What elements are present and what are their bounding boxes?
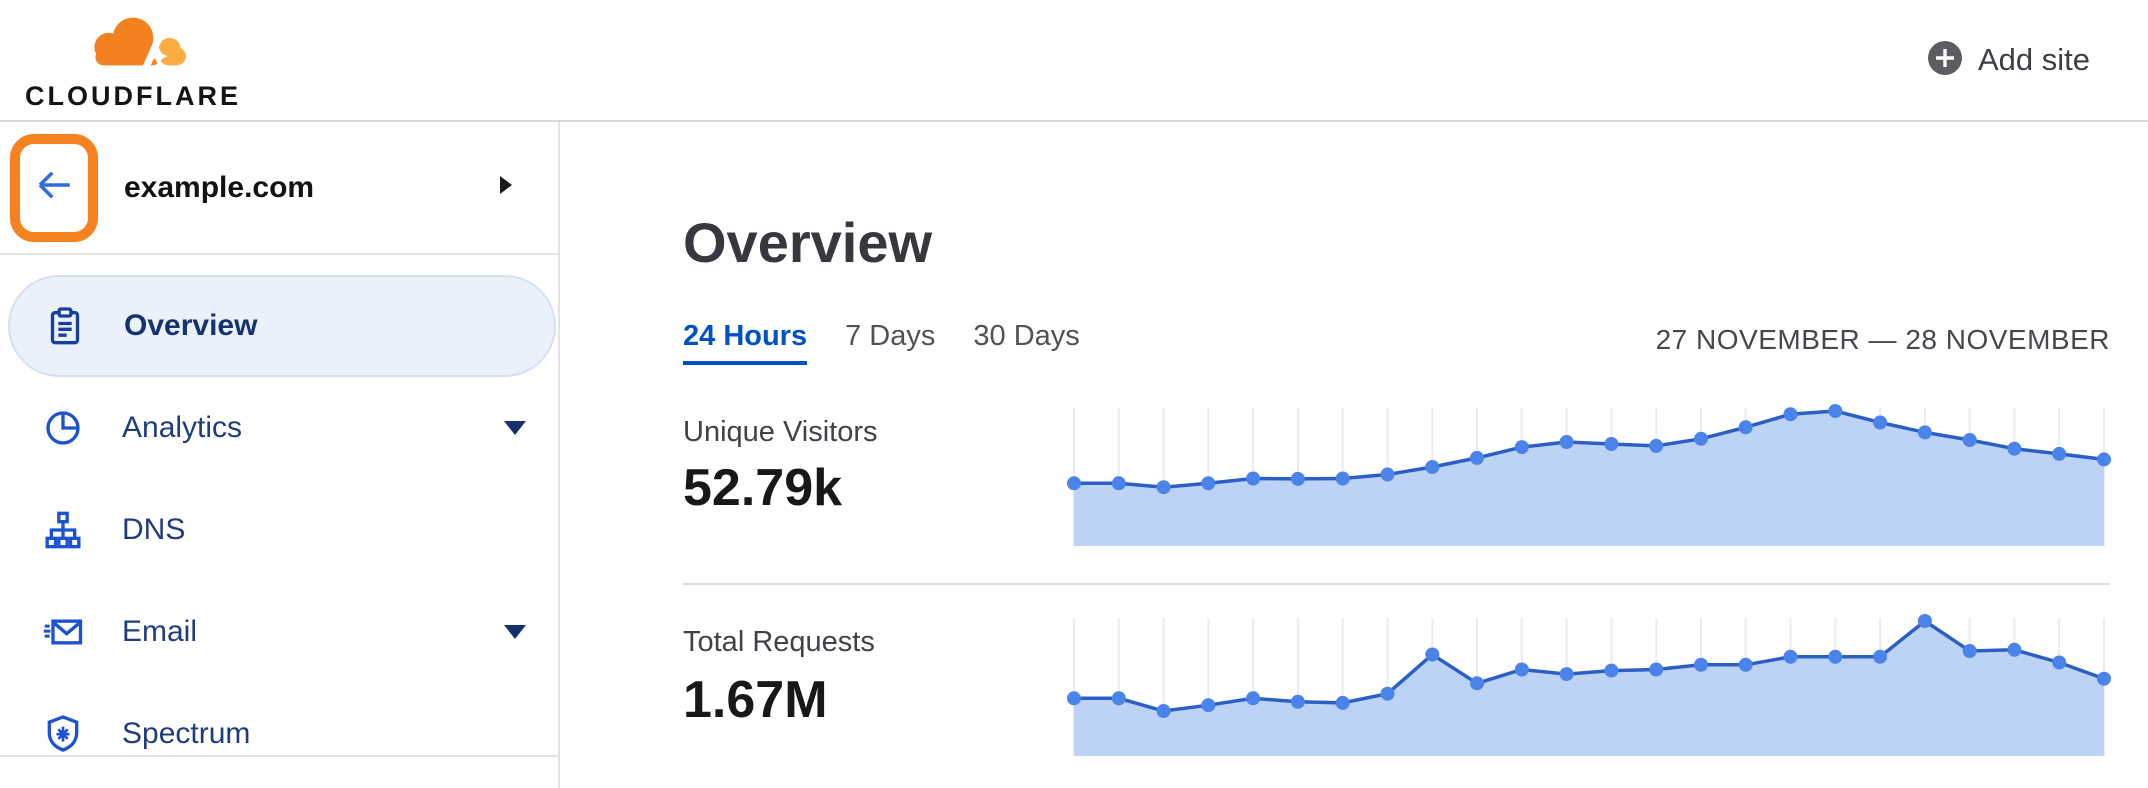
- site-name: example.com: [124, 170, 315, 204]
- sidebar-item-label: DNS: [122, 513, 186, 546]
- back-button[interactable]: [10, 133, 98, 242]
- sidebar-item-label: Spectrum: [122, 717, 251, 750]
- site-selector-row: example.com: [0, 122, 558, 255]
- sidebar: example.com Overview Analytic: [0, 122, 560, 788]
- cloudflare-wordmark: CLOUDFLARE: [25, 81, 241, 111]
- chevron-down-icon[interactable]: [504, 625, 526, 639]
- unique-visitors-chart: [1067, 400, 2111, 550]
- sidebar-nav: Overview Analytics: [0, 255, 558, 785]
- tab-24-hours[interactable]: 24 Hours: [683, 320, 808, 365]
- cloudflare-logo[interactable]: CLOUDFLARE: [25, 12, 241, 112]
- top-header: CLOUDFLARE Add site: [0, 0, 2148, 122]
- tab-30-days[interactable]: 30 Days: [973, 320, 1080, 352]
- sidebar-item-label: Overview: [124, 309, 258, 342]
- sidebar-item-email[interactable]: Email: [0, 581, 558, 683]
- section-divider: [683, 583, 2110, 585]
- cloudflare-cloud-icon: [72, 12, 194, 79]
- clipboard-icon: [44, 305, 86, 347]
- chevron-down-icon[interactable]: [504, 421, 526, 435]
- sidebar-divider: [0, 755, 558, 757]
- total-requests-chart: [1067, 610, 2111, 760]
- sidebar-item-label: Analytics: [122, 411, 243, 444]
- time-range-tabs: 24 Hours 7 Days 30 Days: [683, 320, 1080, 365]
- plus-circle-icon: [1927, 40, 1963, 81]
- envelope-icon: [42, 611, 84, 653]
- tab-7-days[interactable]: 7 Days: [845, 320, 936, 352]
- arrow-left-icon: [33, 164, 75, 211]
- sidebar-item-overview[interactable]: Overview: [8, 275, 556, 377]
- date-range-label: 27 NOVEMBER — 28 NOVEMBER: [1655, 324, 2110, 355]
- shield-icon: [42, 713, 84, 755]
- main-content: Overview 24 Hours 7 Days 30 Days 27 NOVE…: [562, 122, 2148, 788]
- sidebar-item-analytics[interactable]: Analytics: [0, 377, 558, 479]
- unique-visitors-label: Unique Visitors: [683, 416, 878, 448]
- total-requests-value: 1.67M: [683, 671, 828, 729]
- total-requests-label: Total Requests: [683, 626, 875, 658]
- sidebar-item-label: Email: [122, 615, 198, 648]
- unique-visitors-value: 52.79k: [683, 459, 843, 517]
- sidebar-item-dns[interactable]: DNS: [0, 479, 558, 581]
- pie-chart-icon: [42, 407, 84, 449]
- sitemap-icon: [42, 509, 84, 551]
- chevron-right-icon[interactable]: [498, 174, 514, 201]
- add-site-button[interactable]: Add site: [1927, 40, 2090, 81]
- add-site-label: Add site: [1977, 42, 2090, 77]
- sidebar-item-spectrum[interactable]: Spectrum: [0, 683, 558, 785]
- page-title: Overview: [683, 211, 933, 274]
